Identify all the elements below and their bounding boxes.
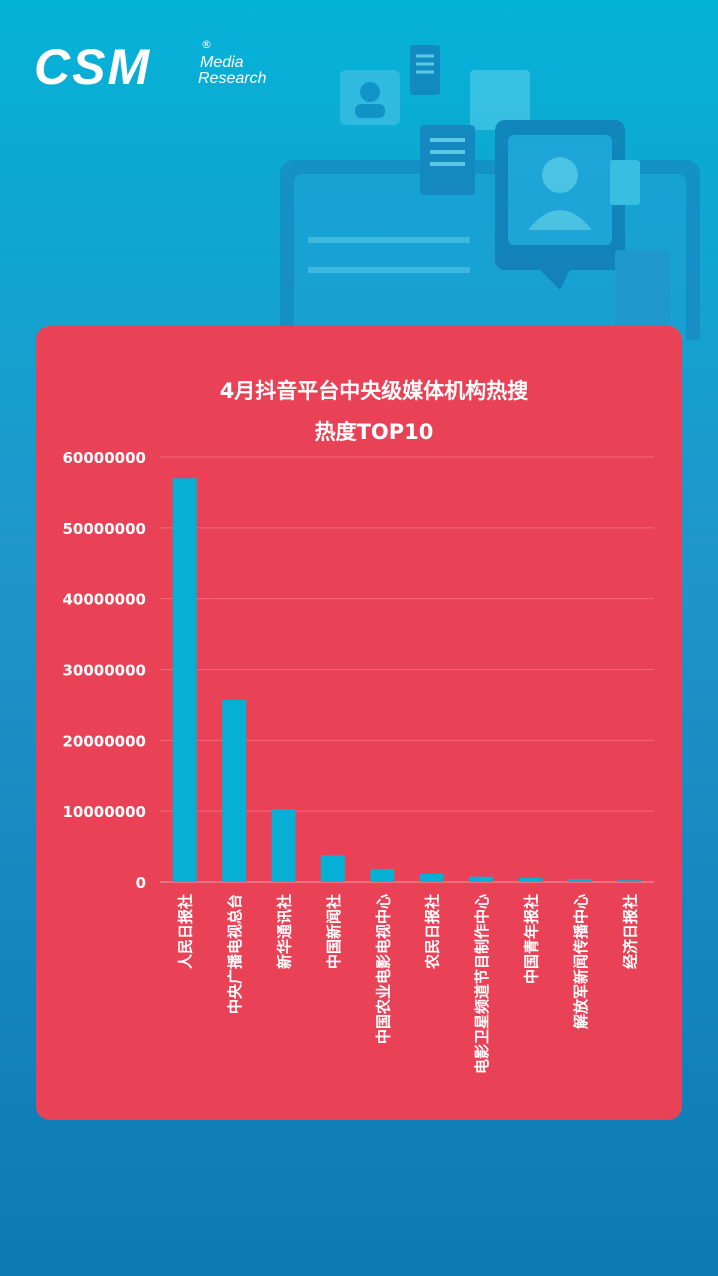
category-label: 中国青年报社 bbox=[523, 894, 541, 984]
bar-1 bbox=[172, 478, 197, 882]
logo-media-text: Media bbox=[200, 54, 244, 71]
y-tick-label: 20000000 bbox=[63, 732, 147, 750]
category-label: 中国农业电影电视中心 bbox=[374, 894, 392, 1044]
category-label: 新华通讯社 bbox=[276, 894, 294, 969]
category-label: 电影卫星频道节目制作中心 bbox=[473, 894, 491, 1074]
chart-card: 4月抖音平台中央级媒体机构热搜 热度TOP10 0 10000000 2000000… bbox=[36, 326, 682, 1120]
y-tick-label: 40000000 bbox=[63, 591, 147, 609]
media-illustration bbox=[280, 45, 700, 340]
category-label: 中央广播电视总台 bbox=[226, 894, 244, 1014]
category-label: 解放军新闻传播中心 bbox=[572, 894, 590, 1029]
y-tick-label: 0 bbox=[136, 874, 146, 892]
y-tick-label: 10000000 bbox=[63, 803, 147, 821]
y-tick-label: 30000000 bbox=[63, 662, 147, 680]
category-label: 农民日报社 bbox=[424, 894, 442, 970]
bar-6 bbox=[419, 873, 444, 882]
bar-5 bbox=[370, 868, 395, 882]
y-tick-label: 50000000 bbox=[63, 520, 147, 538]
bar-10 bbox=[617, 880, 642, 882]
category-label: 人民日报社 bbox=[177, 894, 195, 969]
y-tick-label: 60000000 bbox=[63, 449, 147, 467]
bar-chart: 4月抖音平台中央级媒体机构热搜 热度TOP10 0 10000000 2000000… bbox=[63, 379, 654, 1074]
bar-8 bbox=[518, 877, 543, 882]
logo-brand: CSM bbox=[34, 39, 152, 95]
csm-logo: CSM ® Media Research bbox=[34, 38, 284, 98]
bar-3 bbox=[271, 809, 296, 882]
logo-registered-mark: ® bbox=[201, 38, 212, 51]
bar-2 bbox=[222, 699, 247, 882]
bar-4 bbox=[320, 855, 345, 882]
logo-research-text: Research bbox=[198, 70, 267, 87]
bar-9 bbox=[567, 879, 592, 882]
bar-7 bbox=[469, 876, 494, 882]
chart-title-line2: 热度TOP10 bbox=[315, 420, 434, 444]
chart-title-line1: 4月抖音平台中央级媒体机构热搜 bbox=[220, 379, 530, 403]
category-label: 经济日报社 bbox=[621, 894, 639, 969]
category-label: 中国新闻社 bbox=[325, 894, 343, 969]
